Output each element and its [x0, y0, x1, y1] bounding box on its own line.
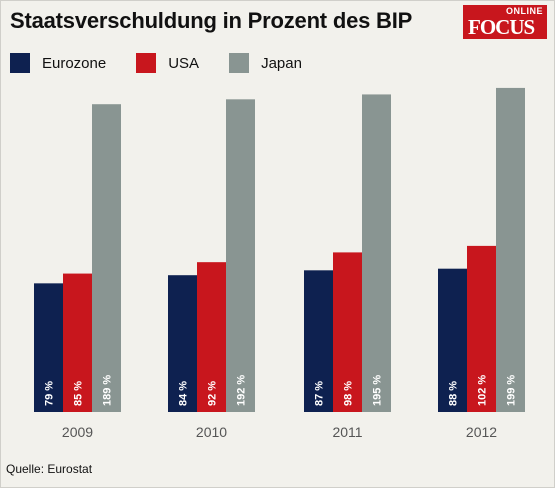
legend-item-usa: USA [136, 53, 199, 73]
bar-japan-2010 [226, 99, 255, 413]
logo-focus-text: FOCUS [468, 15, 535, 39]
legend-swatch-japan [229, 53, 250, 73]
chart-title: Staatsverschuldung in Prozent des BIP [10, 8, 413, 33]
legend-label-eurozone: Eurozone [42, 54, 107, 72]
bar-japan-2009 [92, 104, 121, 412]
bar-usa-2010 [197, 262, 226, 412]
legend-swatch-usa [136, 53, 157, 73]
data-label-usa-2011: 98 % [343, 381, 355, 406]
bar-japan-2012 [496, 87, 525, 413]
legend-label-japan: Japan [261, 54, 302, 72]
data-label-usa-2012: 102 % [477, 375, 489, 406]
data-label-eurozone-2010: 84 % [178, 381, 190, 406]
x-tick-label-2011: 2011 [332, 424, 362, 440]
bar-japan-2011 [362, 94, 391, 412]
logo-online-text: ONLINE [505, 6, 543, 16]
data-label-japan-2011: 195 % [372, 375, 384, 406]
data-label-japan-2010: 192 % [236, 375, 248, 406]
legend-item-eurozone: Eurozone [10, 53, 106, 73]
x-tick-label-2012: 2012 [466, 424, 497, 440]
data-label-japan-2009: 189 % [102, 375, 114, 406]
x-tick-label-2009: 2009 [62, 424, 93, 440]
legend-item-japan: Japan [229, 53, 302, 73]
data-label-eurozone-2012: 88 % [448, 381, 460, 406]
focus-online-logo: ONLINE FOCUS [463, 5, 547, 39]
bar-eurozone-2009 [34, 283, 63, 412]
bar-usa-2011 [333, 252, 362, 412]
bar-usa-2009 [63, 273, 92, 412]
legend: Eurozone USA Japan [10, 52, 332, 74]
data-label-eurozone-2009: 79 % [44, 381, 56, 406]
bar-eurozone-2010 [168, 275, 197, 412]
bar-eurozone-2011 [304, 270, 333, 412]
bar-usa-2012 [467, 245, 496, 412]
data-label-japan-2012: 199 % [506, 375, 518, 406]
legend-swatch-eurozone [10, 53, 30, 73]
source-note: Quelle: Eurostat [6, 462, 93, 476]
legend-label-usa: USA [168, 54, 200, 72]
data-label-usa-2009: 85 % [73, 381, 85, 406]
data-label-usa-2010: 92 % [207, 381, 219, 406]
data-label-eurozone-2011: 87 % [314, 381, 326, 406]
x-tick-label-2010: 2010 [196, 424, 227, 440]
bar-eurozone-2012 [438, 268, 467, 412]
